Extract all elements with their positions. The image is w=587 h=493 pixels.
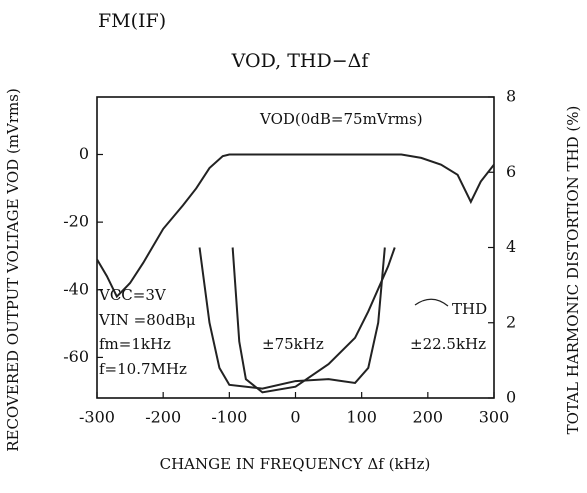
series-label: ±22.5kHz <box>410 335 486 353</box>
x-axis-label: CHANGE IN FREQUENCY Δf (kHz) <box>160 455 431 473</box>
y-axis-label: RECOVERED OUTPUT VOLTAGE VOD (mVrms) <box>4 88 22 452</box>
y2-tick-label: 2 <box>506 312 516 331</box>
x-tick-label: -100 <box>211 408 247 427</box>
y-tick-label: 0 <box>79 144 89 163</box>
chart-title: VOD, THD−Δf <box>231 50 371 72</box>
series-label: VOD(0dB=75mVrms) <box>259 110 423 128</box>
y-tick-label: -20 <box>63 212 89 231</box>
series-line <box>198 247 386 390</box>
annotation: f=10.7MHz <box>99 360 187 378</box>
y-tick-label: -40 <box>63 279 89 298</box>
y-tick-label: -60 <box>63 347 89 366</box>
annotation: THD <box>452 300 487 318</box>
x-tick-label: -300 <box>79 408 115 427</box>
y2-tick-label: 4 <box>506 237 516 256</box>
x-tick-label: -200 <box>145 408 181 427</box>
annotation: fm=1kHz <box>99 335 171 353</box>
annotation: VIN =80dBμ <box>98 311 196 329</box>
y2-axis-label: TOTAL HARMONIC DISTORTION THD (%) <box>564 106 582 435</box>
annotation: VCC=3V <box>98 286 167 304</box>
y2-tick-label: 6 <box>506 162 516 181</box>
y2-tick-label: 0 <box>506 388 516 407</box>
x-tick-label: 300 <box>479 408 510 427</box>
y2-tick-label: 8 <box>506 87 516 106</box>
x-tick-label: 100 <box>346 408 377 427</box>
series-line <box>231 247 396 394</box>
x-tick-label: 200 <box>413 408 444 427</box>
chart-subtitle: FM(IF) <box>98 10 166 32</box>
series-label: ±75kHz <box>262 335 324 353</box>
x-tick-label: 0 <box>290 408 300 427</box>
annotation-arrow <box>414 298 449 307</box>
series-line <box>96 153 495 299</box>
